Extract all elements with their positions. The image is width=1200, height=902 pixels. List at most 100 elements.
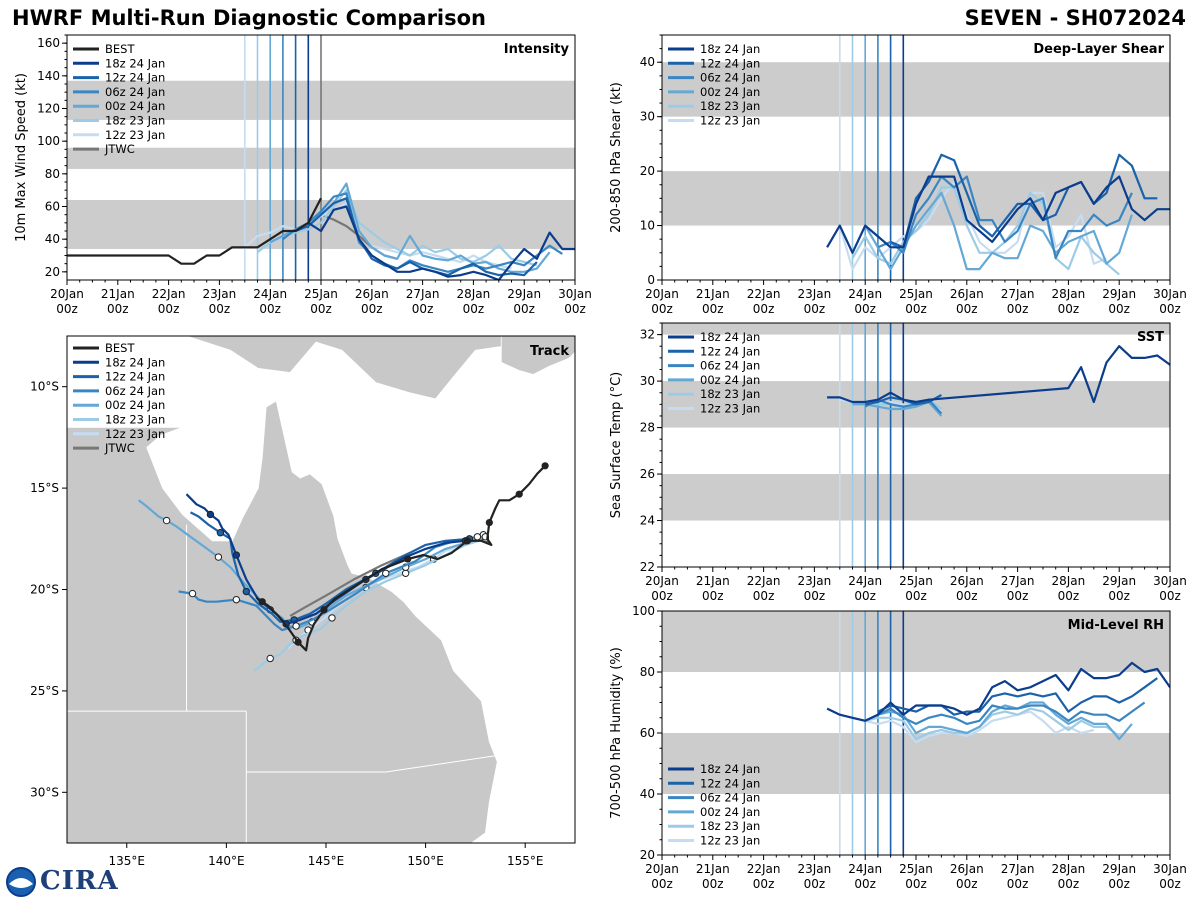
rh-ytick-label: 80 [640,665,655,679]
track-legend-label: 12z 23 Jan [105,427,165,441]
track-point-run2 [232,595,241,604]
shear-xtick-sublabel: 00z [1159,302,1181,316]
intensity-panel: 2040608010012014016020Jan00z21Jan00z22Ja… [14,34,592,316]
sst-xtick-label: 28Jan [1052,574,1086,588]
intensity-ylabel: 10m Max Wind Speed (kt) [14,73,29,242]
shear-xtick-label: 29Jan [1102,287,1136,301]
track-legend-label: 06z 24 Jan [105,384,165,398]
rh-xtick-sublabel: 00z [651,877,673,891]
shear-xtick-sublabel: 00z [1058,302,1080,316]
track-panel: 135°E 140°E 145°E 150°E 155°E 10°S 15°S 20°S 25°… [30,335,576,868]
track-map-area [67,336,575,843]
rh-xtick-label: 30Jan [1153,862,1187,876]
track-ytick-label: 10°S [30,380,59,394]
intensity-xtick-sublabel: 00z [361,302,383,316]
rh-plot-area [662,611,1170,855]
shear-legend-label: 12z 24 Jan [700,56,760,70]
track-xtick-label: 140°E [208,854,245,868]
intensity-series-best [67,197,322,265]
rh-band [662,611,1170,672]
track-legend-label: JTWC [104,441,135,455]
intensity-xtick-sublabel: 00z [158,302,180,316]
rh-legend-label: 12z 23 Jan [700,834,760,848]
storm-id: SEVEN - SH072024 [964,6,1186,30]
intensity-xtick-sublabel: 00z [463,302,485,316]
shear-ytick-label: 30 [640,110,655,124]
track-point-run3 [214,553,223,561]
rh-xtick-label: 20Jan [645,862,679,876]
track-line-run4 [253,537,486,672]
sst-xtick-label: 26Jan [950,574,984,588]
sst-xtick-sublabel: 00z [1108,589,1130,603]
rh-series-run1 [877,677,1158,716]
shear-xtick-label: 30Jan [1153,287,1187,301]
track-xtick-label: 150°E [407,854,444,868]
sst-xtick-label: 27Jan [1001,574,1035,588]
rh-series-run2 [877,701,1146,726]
shear-xtick-label: 22Jan [747,287,781,301]
rh-ytick-label: 100 [632,604,655,618]
noaa-logo-icon [6,867,36,897]
rh-xtick-sublabel: 00z [702,877,724,891]
sst-xtick-label: 21Jan [696,574,730,588]
sst-xtick-label: 25Jan [899,574,933,588]
track-legend-label: BEST [105,341,135,355]
sst-ytick-label: 28 [640,421,655,435]
sst-xtick-label: 29Jan [1102,574,1136,588]
track-legend-label: 00z 24 Jan [105,398,165,412]
intensity-legend-label: 12z 24 Jan [105,71,165,85]
shear-legend-label: 18z 24 Jan [700,42,760,56]
track-point-run4 [266,654,274,663]
sst-band [662,474,1170,521]
shear-series-run5 [838,180,1107,271]
state-border [385,755,496,773]
sst-legend-label: 18z 24 Jan [700,330,760,344]
shear-xtick-label: 23Jan [798,287,832,301]
rh-legend-label: 18z 23 Jan [700,819,760,833]
sst-legend-label: 12z 23 Jan [700,402,760,416]
rh-xtick-label: 23Jan [798,862,832,876]
intensity-ytick-label: 120 [37,102,60,116]
shear-xtick-label: 25Jan [899,287,933,301]
land-new-guinea [186,336,575,400]
intensity-xtick-sublabel: 00z [259,302,281,316]
sst-plot-area [662,323,1170,567]
sst-xtick-sublabel: 00z [956,589,978,603]
intensity-xtick-sublabel: 00z [56,302,78,316]
rh-xtick-sublabel: 00z [1108,877,1130,891]
intensity-xtick-sublabel: 00z [209,302,231,316]
intensity-ytick-label: 140 [37,69,60,83]
track-point-best [320,606,328,614]
intensity-plot-area [67,35,575,280]
intensity-ytick-label: 160 [37,36,60,50]
intensity-series-run0 [307,205,575,280]
shear-xtick-sublabel: 00z [854,302,876,316]
rh-legend-label: 12z 24 Jan [700,776,760,790]
sst-xtick-sublabel: 00z [804,589,826,603]
sst-band [662,323,1170,335]
sst-ylabel: Sea Surface Temp (°C) [609,372,624,519]
rh-ytick-label: 60 [640,726,655,740]
track-title: Track [530,344,569,359]
shear-ylabel: 200-850 hPa Shear (kt) [609,82,624,233]
shear-xtick-sublabel: 00z [804,302,826,316]
intensity-xtick-sublabel: 00z [310,302,332,316]
track-point-run2 [382,569,390,577]
track-point-run4 [328,614,336,622]
shear-ytick-label: 20 [640,164,655,178]
sst-xtick-sublabel: 00z [905,589,927,603]
track-point-best [404,555,412,563]
sst-xtick-label: 23Jan [798,574,832,588]
shear-panel: 01020304020Jan00z21Jan00z22Jan00z23Jan00… [609,34,1187,316]
track-xtick-label: 135°E [109,854,146,868]
intensity-legend-label: 00z 24 Jan [105,99,165,113]
cira-logo: CIRA [4,866,118,898]
sst-xtick-sublabel: 00z [1007,589,1029,603]
shear-ytick-label: 40 [640,55,655,69]
intensity-xtick-sublabel: 00z [412,302,434,316]
shear-xtick-sublabel: 00z [905,302,927,316]
track-point-run0 [206,510,215,519]
rh-xtick-sublabel: 00z [1058,877,1080,891]
track-xtick-label: 155°E [507,854,544,868]
